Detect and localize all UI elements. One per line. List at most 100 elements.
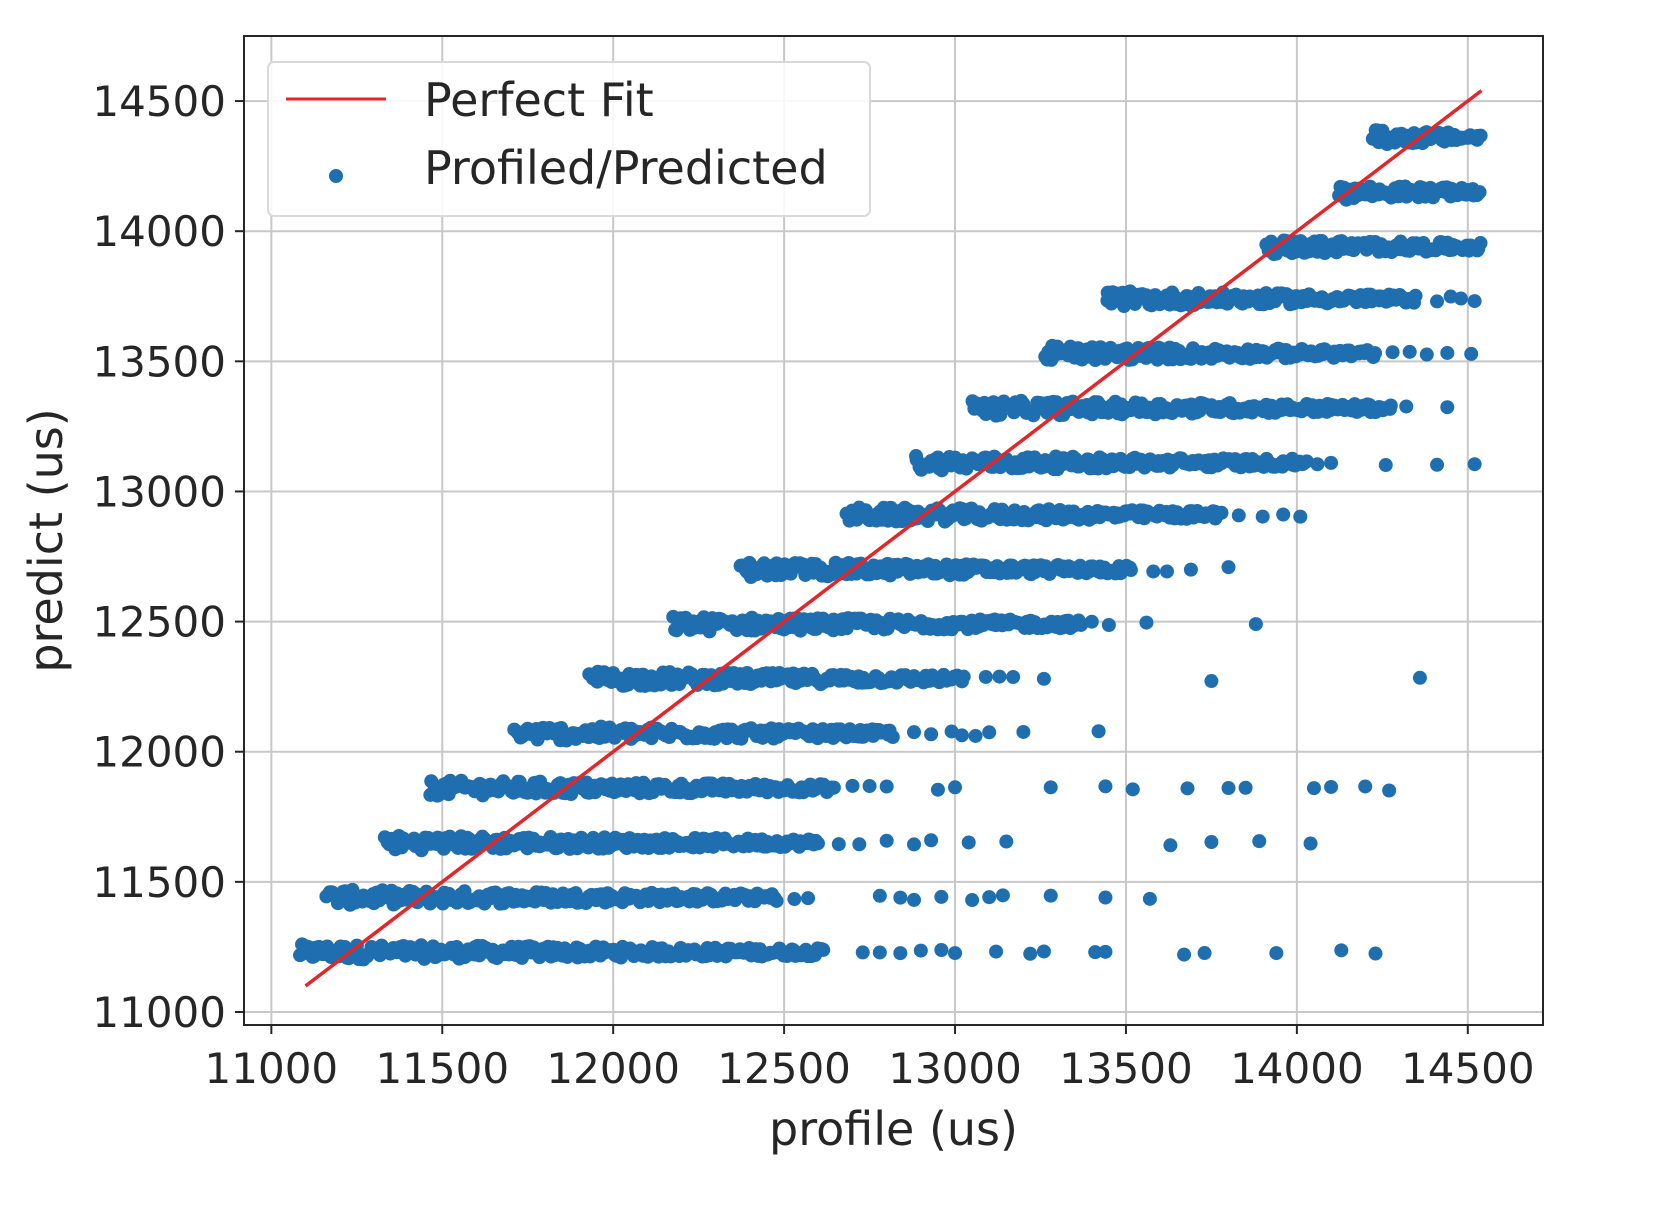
data-point xyxy=(995,888,1010,903)
data-point xyxy=(1091,724,1106,739)
data-point xyxy=(1368,946,1383,961)
x-tick-label: 11500 xyxy=(375,1044,509,1093)
data-point xyxy=(831,837,846,852)
data-point xyxy=(1358,779,1373,794)
data-point xyxy=(1088,945,1103,960)
data-point xyxy=(1098,779,1113,794)
data-point xyxy=(1231,508,1246,523)
data-point xyxy=(1440,400,1455,415)
data-point xyxy=(1073,617,1088,632)
x-tick-label: 14000 xyxy=(1230,1044,1364,1093)
data-point xyxy=(1252,834,1267,849)
data-point xyxy=(968,728,983,743)
data-point xyxy=(845,778,860,793)
data-point xyxy=(1036,944,1051,959)
data-point xyxy=(1146,564,1161,579)
legend-scatter-swatch xyxy=(329,169,343,183)
data-point xyxy=(1139,615,1154,630)
data-point xyxy=(1472,185,1487,200)
data-point xyxy=(1142,891,1157,906)
data-point xyxy=(1016,724,1031,739)
data-point xyxy=(1043,888,1058,903)
data-point xyxy=(1023,946,1038,961)
data-point xyxy=(1255,509,1270,524)
data-point xyxy=(862,779,877,794)
tick-layer: 11000 11500 12000 12500 13000 13500 14000 14500… xyxy=(92,77,1534,1093)
data-point xyxy=(1402,344,1417,359)
data-point xyxy=(1221,781,1236,796)
y-tick-label: 12000 xyxy=(92,728,226,777)
data-point xyxy=(801,891,816,906)
data-point xyxy=(1419,347,1434,362)
data-point xyxy=(1159,564,1174,579)
data-point xyxy=(769,893,784,908)
data-point xyxy=(1382,783,1397,798)
data-point xyxy=(948,946,963,961)
data-point xyxy=(1006,669,1021,684)
data-point xyxy=(1334,943,1349,958)
data-point xyxy=(1163,838,1178,853)
data-point xyxy=(879,833,894,848)
y-tick-label: 13000 xyxy=(92,467,226,516)
data-point xyxy=(1453,291,1468,306)
data-point xyxy=(1036,671,1051,686)
x-tick-label: 13500 xyxy=(1059,1044,1193,1093)
data-point xyxy=(1399,399,1414,414)
perfect-fit-line xyxy=(304,89,1483,988)
y-tick-label: 11000 xyxy=(92,988,226,1037)
data-point xyxy=(1183,562,1198,577)
data-point xyxy=(978,669,993,684)
data-point xyxy=(872,945,887,960)
x-tick-label: 14500 xyxy=(1401,1044,1535,1093)
y-tick-label: 14000 xyxy=(92,207,226,256)
x-tick-label: 11000 xyxy=(205,1044,339,1093)
data-point xyxy=(913,943,928,958)
data-point xyxy=(1101,618,1116,633)
data-point xyxy=(852,837,867,852)
data-point xyxy=(1440,345,1455,360)
data-point xyxy=(816,942,831,957)
data-point xyxy=(1471,130,1486,145)
data-point xyxy=(1248,617,1263,632)
data-point xyxy=(1276,507,1291,522)
data-point xyxy=(1043,780,1058,795)
data-point xyxy=(934,889,949,904)
data-point xyxy=(1378,458,1393,473)
data-point xyxy=(872,888,887,903)
data-layer xyxy=(293,123,1488,967)
legend-scatter-label: Profiled/Predicted xyxy=(424,141,828,195)
data-point xyxy=(989,944,1004,959)
data-point xyxy=(1293,509,1308,524)
data-point xyxy=(855,945,870,960)
data-point xyxy=(930,782,945,797)
data-point xyxy=(924,833,939,848)
data-point xyxy=(1125,782,1140,797)
data-point xyxy=(982,890,997,905)
data-point xyxy=(1473,236,1488,251)
data-point xyxy=(1412,670,1427,685)
data-point xyxy=(954,728,969,743)
y-axis-label: predict (us) xyxy=(19,408,73,672)
data-point xyxy=(893,890,908,905)
data-point xyxy=(1299,454,1314,469)
data-point xyxy=(1204,835,1219,850)
grid-layer xyxy=(244,36,1543,1025)
data-point xyxy=(1303,836,1318,851)
data-point xyxy=(961,835,976,850)
data-point xyxy=(1310,457,1325,472)
data-point xyxy=(1324,779,1339,794)
data-point xyxy=(1464,346,1479,361)
plot-frame xyxy=(243,35,1544,1026)
data-point xyxy=(965,893,980,908)
data-point xyxy=(1385,345,1400,360)
data-point xyxy=(787,892,802,907)
data-point xyxy=(1408,288,1423,303)
y-tick-label: 11500 xyxy=(92,858,226,907)
legend: Perfect Fit Profiled/Predicted xyxy=(267,61,871,217)
data-point xyxy=(879,779,894,794)
data-point xyxy=(1324,455,1339,470)
data-point xyxy=(1467,294,1482,309)
data-point xyxy=(1204,674,1219,689)
y-tick-label: 14500 xyxy=(92,77,226,126)
